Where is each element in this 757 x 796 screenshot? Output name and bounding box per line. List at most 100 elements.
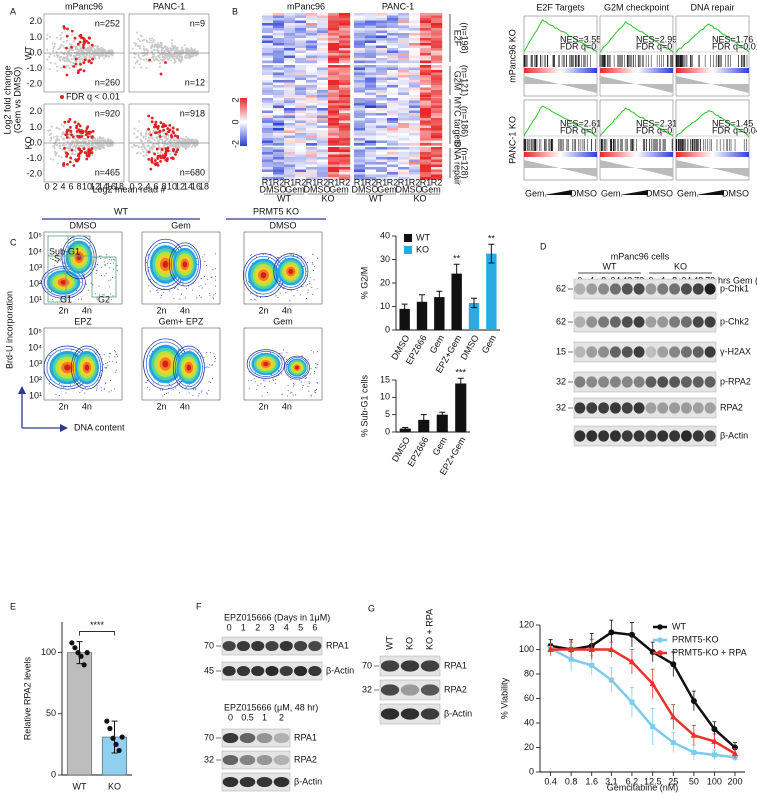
heatmap-cell <box>328 108 340 111</box>
gene-set-label: (n=121) <box>460 65 470 96</box>
heatmap-cell <box>339 13 351 16</box>
scatter-cloud <box>190 49 193 52</box>
scatter-cloud <box>69 61 72 64</box>
panel-letter: A <box>10 6 16 16</box>
heatmap-cell <box>409 140 421 144</box>
band <box>420 660 440 672</box>
significant-point <box>84 129 88 133</box>
event <box>311 286 313 288</box>
event <box>312 351 314 353</box>
heatmap-cell <box>306 15 318 19</box>
heatmap-cell <box>431 58 443 61</box>
heatmap-cell <box>339 115 351 119</box>
scatter-cloud <box>157 46 160 49</box>
heatmap-cell <box>284 77 296 81</box>
event <box>206 351 208 353</box>
heatmap-cell <box>409 33 421 36</box>
heatmap-cell <box>262 128 274 131</box>
data-point <box>670 713 677 720</box>
genotype-label: WT <box>369 193 383 203</box>
y-tick-label: 0 <box>529 766 534 776</box>
band <box>400 684 420 696</box>
band <box>251 665 265 677</box>
heatmap-cell <box>431 48 443 51</box>
heatmap-cell <box>420 177 432 180</box>
heatmap-cell <box>398 105 410 109</box>
heatmap-cell <box>317 55 329 59</box>
protein-label: RPA2 <box>444 684 467 694</box>
event <box>293 384 295 386</box>
x-tick-label: 2n <box>258 305 268 315</box>
significant-point <box>153 162 157 166</box>
event <box>182 284 184 286</box>
scatter-cloud <box>76 139 79 142</box>
scatter-cloud <box>188 53 191 56</box>
heatmap-cell <box>284 130 296 134</box>
bar <box>434 297 445 330</box>
heatmap-cell <box>295 157 307 160</box>
event <box>200 297 202 299</box>
scatter-cloud <box>184 144 187 147</box>
heatmap-cell <box>339 77 351 81</box>
heatmap-cell <box>354 48 366 51</box>
scatter-cloud <box>152 55 155 58</box>
scatter-cloud <box>78 45 81 48</box>
heatmap-cell <box>431 90 443 93</box>
heatmap-cell <box>273 157 285 160</box>
heatmap-cell <box>354 60 366 64</box>
event <box>282 288 284 290</box>
scatter-cloud <box>148 140 151 143</box>
scatter-cloud <box>49 139 52 142</box>
scatter-cloud <box>68 133 71 136</box>
heatmap-cell <box>398 70 410 73</box>
event <box>253 378 255 380</box>
event <box>109 380 111 382</box>
legend-label: PRMT5-KO <box>672 634 719 644</box>
scatter-cloud <box>176 144 179 147</box>
event <box>105 272 107 274</box>
scatter-cloud <box>95 53 98 56</box>
significant-point <box>162 156 166 160</box>
band <box>236 665 250 677</box>
heatmap-cell <box>317 90 329 93</box>
enrichment-curve <box>599 107 674 137</box>
protein-label: p-Chk2 <box>720 316 749 326</box>
replicate-label: R1 <box>420 177 432 187</box>
heatmap-cell <box>306 92 318 96</box>
band <box>680 430 692 442</box>
event <box>85 283 87 285</box>
heatmap-cell <box>317 147 329 150</box>
heatmap-cell <box>398 25 410 29</box>
scatter-cloud <box>164 140 167 143</box>
scatter-cloud <box>107 55 110 58</box>
scatter-cloud <box>82 137 85 140</box>
heatmap-cell <box>295 77 307 81</box>
band <box>704 376 716 388</box>
heatmap-cell <box>306 128 318 131</box>
heatmap-cell <box>398 95 410 98</box>
scatter-cloud <box>78 49 81 52</box>
heatmap-cell <box>365 35 377 39</box>
heatmap-cell <box>409 50 421 54</box>
scatter-cloud <box>75 140 78 143</box>
heatmap-cell <box>339 123 351 126</box>
contour <box>174 348 203 387</box>
blot-strip <box>573 397 717 419</box>
heatmap-cell <box>273 162 285 165</box>
heatmap-cell <box>328 128 340 131</box>
heatmap-cell <box>354 133 366 136</box>
heatmap-cell <box>376 48 388 51</box>
heatmap-cell <box>306 147 318 150</box>
treatment-label: Gem <box>377 184 397 194</box>
heatmap-cell <box>306 113 318 116</box>
mw-label: 70 <box>362 660 372 670</box>
y-tick-label: 10² <box>29 374 42 384</box>
heatmap-cell <box>376 118 388 121</box>
band <box>265 640 279 652</box>
scatter-cloud <box>101 53 104 56</box>
y-tick-label: -2.0 <box>26 79 42 89</box>
band <box>598 316 610 328</box>
scatter-cloud <box>145 39 148 42</box>
band <box>380 684 400 696</box>
scatter-cloud <box>168 140 171 143</box>
